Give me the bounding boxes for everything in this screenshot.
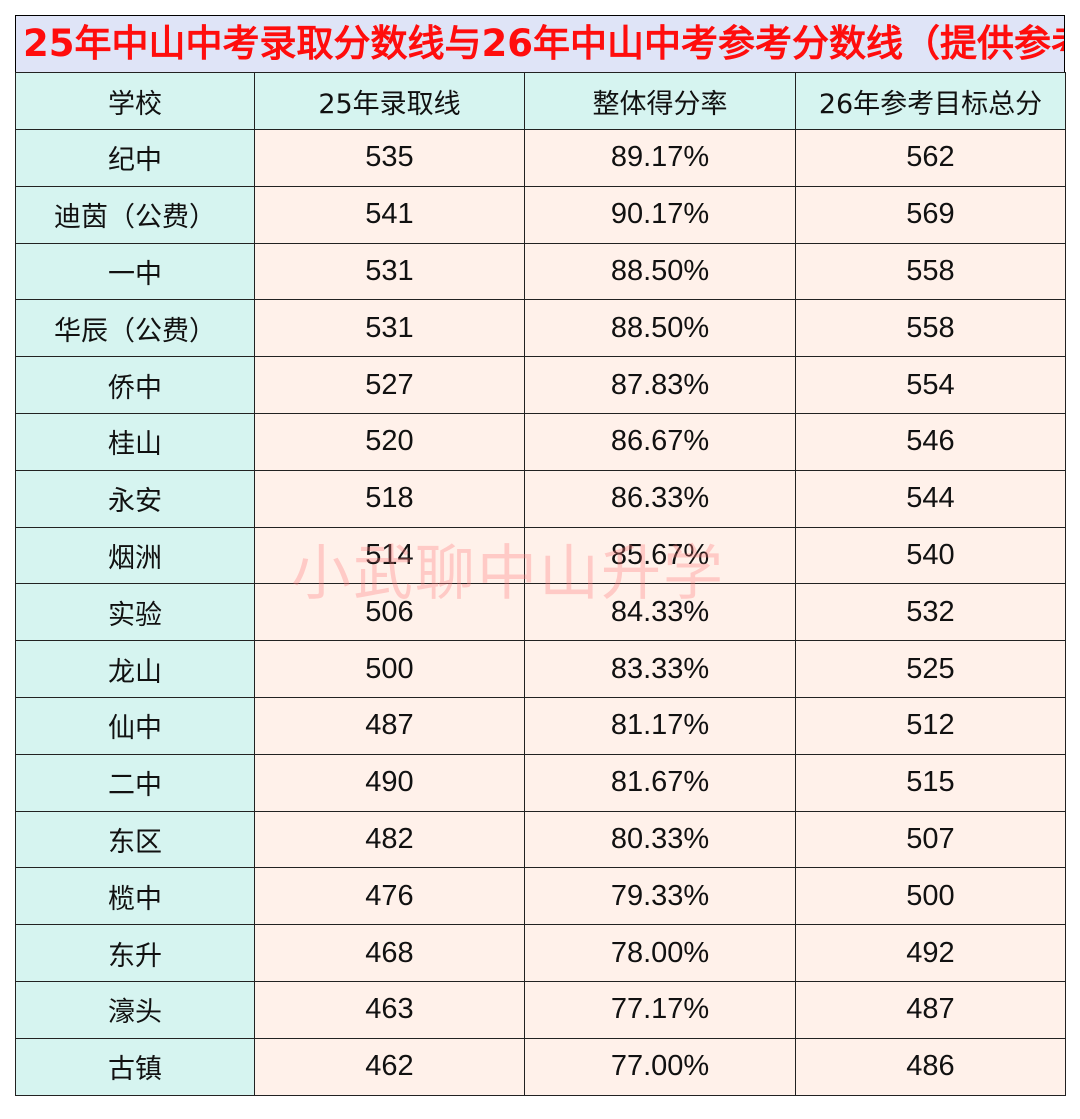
score-rate-cell: 81.67%	[524, 753, 796, 812]
table-row: 龙山 500 83.33% 525	[15, 640, 1066, 698]
target-2026-cell: 558	[795, 299, 1066, 358]
school-cell: 桂山	[15, 412, 255, 471]
target-2026-cell: 486	[795, 1037, 1066, 1096]
target-2026-cell: 532	[795, 583, 1066, 642]
school-cell: 永安	[15, 469, 255, 528]
target-2026-cell: 546	[795, 412, 1066, 471]
line-2025-cell: 535	[254, 129, 525, 187]
table-row: 东区 482 80.33% 507	[15, 810, 1066, 869]
target-2026-cell: 558	[795, 242, 1066, 301]
line-2025-cell: 482	[254, 810, 525, 869]
table-row: 榄中 476 79.33% 500	[15, 867, 1066, 926]
line-2025-cell: 490	[254, 753, 525, 812]
target-2026-cell: 492	[795, 924, 1066, 982]
table-row: 华辰（公费） 531 88.50% 558	[15, 299, 1066, 358]
line-2025-cell: 476	[254, 867, 525, 926]
school-cell: 一中	[15, 242, 255, 301]
header-school: 学校	[15, 72, 255, 130]
title-bar: 25年中山中考录取分数线与26年中山中考参考分数线（提供参考	[15, 15, 1065, 73]
school-cell: 龙山	[15, 640, 255, 698]
score-rate-cell: 77.17%	[524, 980, 796, 1039]
table-row: 一中 531 88.50% 558	[15, 242, 1066, 301]
score-rate-cell: 88.50%	[524, 242, 796, 301]
line-2025-cell: 500	[254, 640, 525, 698]
table-row: 仙中 487 81.17% 512	[15, 696, 1066, 755]
line-2025-cell: 531	[254, 242, 525, 301]
line-2025-cell: 531	[254, 299, 525, 358]
line-2025-cell: 527	[254, 356, 525, 414]
table-row: 古镇 462 77.00% 486	[15, 1037, 1066, 1096]
school-cell: 侨中	[15, 356, 255, 414]
score-rate-cell: 87.83%	[524, 356, 796, 414]
school-cell: 华辰（公费）	[15, 299, 255, 358]
target-2026-cell: 515	[795, 753, 1066, 812]
target-2026-cell: 562	[795, 129, 1066, 187]
target-2026-cell: 507	[795, 810, 1066, 869]
table-row: 濠头 463 77.17% 487	[15, 980, 1066, 1039]
school-cell: 纪中	[15, 129, 255, 187]
score-rate-cell: 90.17%	[524, 185, 796, 244]
line-2025-cell: 506	[254, 583, 525, 642]
score-sheet: 25年中山中考录取分数线与26年中山中考参考分数线（提供参考 学校 25年录取线…	[15, 15, 1066, 1106]
header-row: 学校 25年录取线 整体得分率 26年参考目标总分	[15, 72, 1066, 130]
header-target-2026: 26年参考目标总分	[795, 72, 1066, 130]
line-2025-cell: 462	[254, 1037, 525, 1096]
target-2026-cell: 544	[795, 469, 1066, 528]
school-cell: 实验	[15, 583, 255, 642]
target-2026-cell: 540	[795, 526, 1066, 585]
line-2025-cell: 463	[254, 980, 525, 1039]
line-2025-cell: 520	[254, 412, 525, 471]
line-2025-cell: 541	[254, 185, 525, 244]
target-2026-cell: 525	[795, 640, 1066, 698]
score-rate-cell: 77.00%	[524, 1037, 796, 1096]
score-rate-cell: 78.00%	[524, 924, 796, 982]
header-score-rate: 整体得分率	[524, 72, 796, 130]
target-2026-cell: 487	[795, 980, 1066, 1039]
table-row: 侨中 527 87.83% 554	[15, 356, 1066, 414]
line-2025-cell: 518	[254, 469, 525, 528]
target-2026-cell: 512	[795, 696, 1066, 755]
score-rate-cell: 80.33%	[524, 810, 796, 869]
school-cell: 烟洲	[15, 526, 255, 585]
school-cell: 仙中	[15, 696, 255, 755]
school-cell: 濠头	[15, 980, 255, 1039]
line-2025-cell: 468	[254, 924, 525, 982]
score-rate-cell: 89.17%	[524, 129, 796, 187]
target-2026-cell: 569	[795, 185, 1066, 244]
table-row: 实验 506 84.33% 532	[15, 583, 1066, 642]
score-rate-cell: 81.17%	[524, 696, 796, 755]
table-row: 桂山 520 86.67% 546	[15, 412, 1066, 471]
table-row: 东升 468 78.00% 492	[15, 924, 1066, 982]
target-2026-cell: 500	[795, 867, 1066, 926]
score-rate-cell: 84.33%	[524, 583, 796, 642]
table-row: 永安 518 86.33% 544	[15, 469, 1066, 528]
score-rate-cell: 88.50%	[524, 299, 796, 358]
sheet-title: 25年中山中考录取分数线与26年中山中考参考分数线（提供参考	[23, 22, 1065, 65]
score-rate-cell: 79.33%	[524, 867, 796, 926]
score-table: 学校 25年录取线 整体得分率 26年参考目标总分 纪中 535 89.17% 562…	[15, 72, 1066, 1096]
school-cell: 古镇	[15, 1037, 255, 1096]
school-cell: 迪茵（公费）	[15, 185, 255, 244]
score-rate-cell: 86.33%	[524, 469, 796, 528]
header-line-2025: 25年录取线	[254, 72, 525, 130]
score-rate-cell: 86.67%	[524, 412, 796, 471]
line-2025-cell: 514	[254, 526, 525, 585]
school-cell: 二中	[15, 753, 255, 812]
target-2026-cell: 554	[795, 356, 1066, 414]
table-row: 烟洲 514 85.67% 540	[15, 526, 1066, 585]
table-row: 迪茵（公费） 541 90.17% 569	[15, 185, 1066, 244]
school-cell: 榄中	[15, 867, 255, 926]
school-cell: 东区	[15, 810, 255, 869]
score-rate-cell: 85.67%	[524, 526, 796, 585]
school-cell: 东升	[15, 924, 255, 982]
line-2025-cell: 487	[254, 696, 525, 755]
table-row: 纪中 535 89.17% 562	[15, 129, 1066, 187]
score-rate-cell: 83.33%	[524, 640, 796, 698]
table-row: 二中 490 81.67% 515	[15, 753, 1066, 812]
